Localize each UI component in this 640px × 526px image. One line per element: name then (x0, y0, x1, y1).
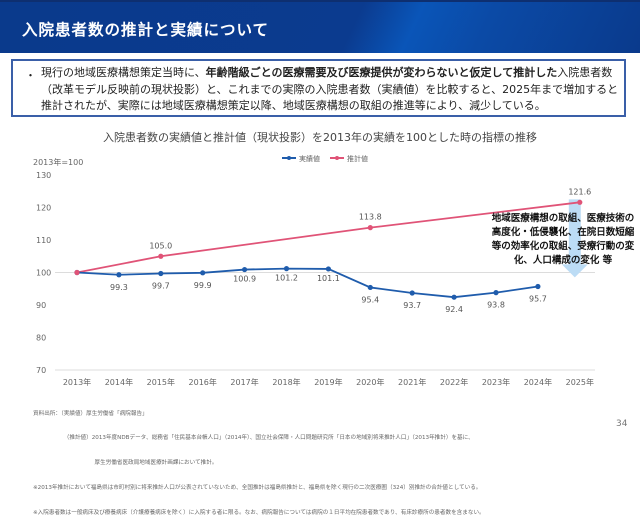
legend-label-estimate: 推計値 (347, 154, 368, 163)
annotation-line: 化、人口構成の変化 等 (513, 255, 613, 266)
header-banner: 入院患者数の推計と実績について (0, 0, 640, 53)
page-number: 34 (616, 419, 628, 429)
data-label-actual: 99.9 (194, 281, 212, 290)
x-tick-label: 2019年 (314, 377, 342, 387)
data-point-actual (535, 283, 541, 290)
footnote-note-fukushima: ※2013年推計において福島県は市町村別に将来推計人口が公表されていないため、全… (33, 485, 482, 492)
data-label-actual: 95.7 (529, 294, 547, 303)
x-tick-label: 2015年 (147, 377, 175, 387)
y-tick-label: 130 (36, 171, 51, 180)
header-top-line (0, 0, 640, 2)
summary-text-bold: 年齢階級ごとの医療需要及び医療提供が変わらないと仮定して推計した (205, 66, 558, 79)
x-tick-label: 2017年 (230, 377, 258, 387)
y-tick-label: 100 (36, 269, 51, 278)
data-label-actual: 99.7 (152, 281, 170, 290)
x-tick-label: 2022年 (440, 377, 468, 387)
data-point-actual (283, 266, 290, 272)
summary-text-before: 現行の地域医療構想策定当時に、 (41, 66, 206, 79)
footnote-source: 資料出所：（実績値）厚生労働省「病院報告」 (33, 410, 148, 417)
y-tick-label: 70 (36, 366, 46, 375)
data-point-actual (116, 272, 122, 278)
data-label-actual: 99.3 (110, 283, 128, 292)
y-tick-label: 90 (36, 301, 46, 310)
data-point-actual (158, 270, 164, 277)
data-label-actual: 93.7 (403, 301, 421, 310)
down-arrow-icon (561, 199, 588, 278)
data-label-actual: 95.4 (361, 295, 379, 304)
data-label-actual: 101.1 (317, 274, 340, 283)
data-point-start (74, 269, 80, 276)
y-tick-label: 110 (36, 236, 51, 245)
y-tick-label: 120 (36, 204, 51, 213)
x-tick-label: 2025年 (566, 377, 594, 387)
summary-box: ・ 現行の地域医療構想策定当時に、年齢階級ごとの医療需要及び医療提供が変わらない… (11, 59, 626, 117)
data-label-estimate: 113.8 (359, 213, 382, 222)
bullet-icon: ・ (25, 69, 36, 82)
data-label-actual: 100.9 (233, 275, 256, 284)
footnote-source-estimate: （推計値）2013年度NDBデータ、総務省「住民基本台帳人口」（2014年）、国… (33, 435, 474, 442)
data-point-estimate (367, 225, 373, 231)
data-point-actual (242, 266, 248, 273)
data-label-estimate: 105.0 (149, 241, 172, 250)
y-axis-unit-label: 2013年=100 (33, 157, 83, 167)
data-point-actual (493, 290, 499, 296)
footnote-source-estimate-cont: 厚生労働省医政局地域医療計画課において推計。 (33, 460, 218, 467)
data-point-estimate (158, 253, 164, 259)
line-chart: 2013年=100 70 80 90 100 110 120 130 2013年 2014年 201… (33, 154, 595, 387)
x-tick-label: 2014年 (105, 377, 133, 387)
x-tick-label: 2016年 (189, 377, 217, 387)
chart-title: 入院患者数の実績値と推計値（現状投影）を2013年の実績を100とした時の指標の… (103, 131, 537, 144)
data-label-actual: 93.8 (487, 301, 505, 310)
x-tick-label: 2024年 (524, 377, 552, 387)
x-tick-label: 2013年 (63, 377, 91, 387)
legend-marker-actual (287, 156, 291, 160)
annotation-line: 高度化・低侵襲化、在院日数短縮 (491, 227, 635, 238)
summary-text: 現行の地域医療構想策定当時に、年齢階級ごとの医療需要及び医療提供が変わらないと仮… (41, 65, 621, 115)
series-line-actual (76, 267, 539, 299)
data-point-estimate (577, 199, 583, 205)
data-label-actual: 92.4 (445, 305, 463, 314)
annotation-line: 地域医療構想の取組、医療技術の (491, 213, 635, 224)
data-point-actual (451, 294, 457, 300)
x-tick-label: 2020年 (356, 377, 384, 387)
annotation-line: 等の効率化の取組、受療行動の変 (491, 241, 635, 252)
series-line-estimate (76, 201, 580, 274)
data-label-estimate: 121.6 (568, 187, 591, 196)
footnotes: 資料出所：（実績値）厚生労働省「病院報告」 （推計値）2013年度NDBデータ、… (33, 393, 485, 526)
legend-label-actual: 実績値 (299, 154, 320, 163)
page-title: 入院患者数の推計と実績について (22, 21, 270, 39)
legend-marker-estimate (335, 156, 339, 160)
data-point-actual (200, 270, 206, 276)
data-label-actual: 101.2 (275, 274, 298, 283)
chart-annotation: 地域医療構想の取組、医療技術の 高度化・低侵襲化、在院日数短縮 等の効率化の取組… (486, 212, 640, 268)
x-tick-label: 2023年 (482, 377, 510, 387)
x-tick-label: 2021年 (398, 377, 426, 387)
data-point-actual (325, 266, 331, 272)
summary-text-after: 入院患者数（改革モデル反映前の現状投影）と、これまでの実際の入院患者数（実績値）… (41, 66, 619, 112)
data-point-actual (409, 290, 415, 296)
y-tick-label: 80 (36, 334, 46, 343)
x-tick-label: 2018年 (272, 377, 300, 387)
data-point-actual (367, 284, 373, 291)
footnote-note-inpatients: ※入院患者数は一般病床及び療養病床（介護療養病床を除く）に入院する者に限る。なお… (33, 510, 485, 517)
